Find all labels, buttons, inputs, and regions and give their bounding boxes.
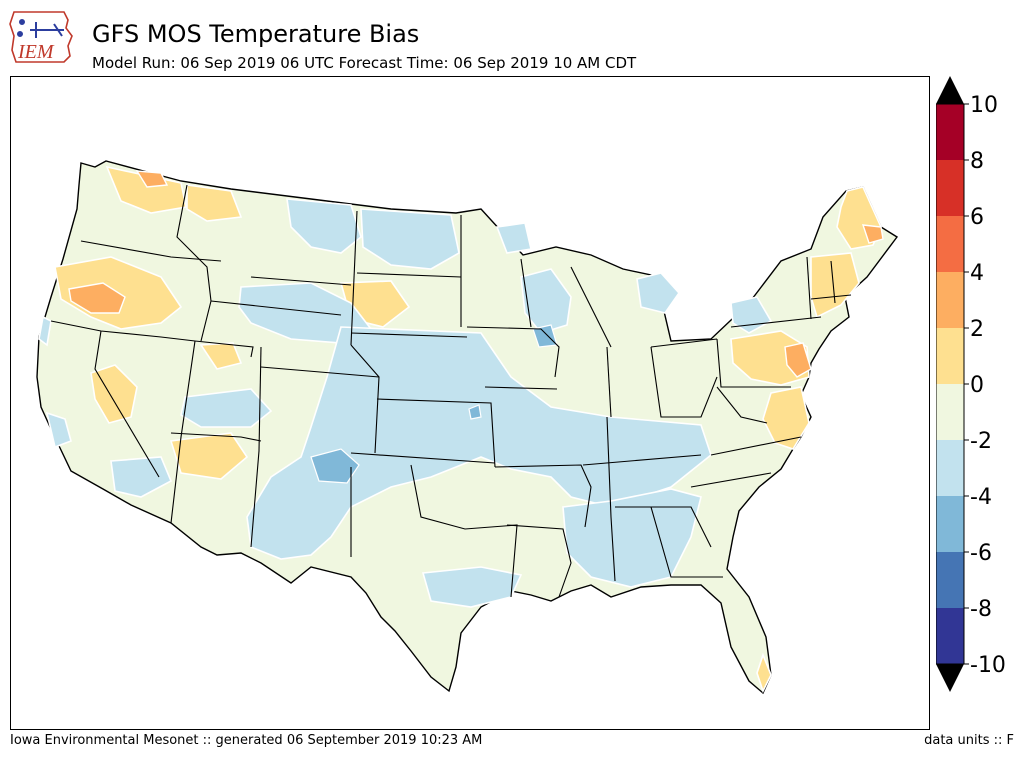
us-map xyxy=(36,160,899,695)
colorbar-tick-label: -6 xyxy=(970,541,992,566)
colorbar-bin xyxy=(936,440,964,496)
map-title: GFS MOS Temperature Bias xyxy=(92,20,420,48)
state-boundaries xyxy=(50,184,852,598)
strong-warm-bias-areas xyxy=(68,170,884,378)
colorbar-tick-label: -2 xyxy=(970,429,992,454)
strong-cool-bias-areas xyxy=(310,324,558,484)
colorbar-bin xyxy=(936,608,964,664)
colorbar-tick-label: 4 xyxy=(970,261,984,286)
colorbar-bin xyxy=(936,328,964,384)
colorbar-bin xyxy=(936,216,964,272)
logo-text: IEM xyxy=(17,41,55,63)
colorbar-bin xyxy=(936,552,964,608)
colorbar-bin xyxy=(936,496,964,552)
colorbar-bin xyxy=(936,160,964,216)
iem-logo: IEM xyxy=(8,6,76,66)
colorbar: 10 8 6 4 2 0 -2 -4 -6 -8 -10 xyxy=(935,76,1024,696)
map-subtitle: Model Run: 06 Sep 2019 06 UTC Forecast T… xyxy=(92,54,637,72)
footer-credit: Iowa Environmental Mesonet :: generated … xyxy=(10,733,483,748)
colorbar-tick-label: 10 xyxy=(970,93,998,118)
colorbar-bin xyxy=(936,384,964,440)
footer-units: data units :: F xyxy=(924,733,1014,748)
colorbar-tick-label: 2 xyxy=(970,317,984,342)
map-panel xyxy=(10,76,930,730)
colorbar-tick-label: -4 xyxy=(970,485,992,510)
colorbar-bins xyxy=(936,104,964,664)
colorbar-tick-label: 6 xyxy=(970,205,984,230)
colorbar-ticks: 10 8 6 4 2 0 -2 -4 -6 -8 -10 xyxy=(964,93,1006,678)
colorbar-bin xyxy=(936,104,964,160)
colorbar-bin xyxy=(936,272,964,328)
colorbar-tick-label: 0 xyxy=(970,373,984,398)
colorbar-tick-label: 8 xyxy=(970,149,984,174)
colorbar-under-arrow xyxy=(936,664,964,692)
colorbar-tick-label: -8 xyxy=(970,597,992,622)
colorbar-tick-label: -10 xyxy=(970,653,1006,678)
colorbar-over-arrow xyxy=(936,76,964,104)
